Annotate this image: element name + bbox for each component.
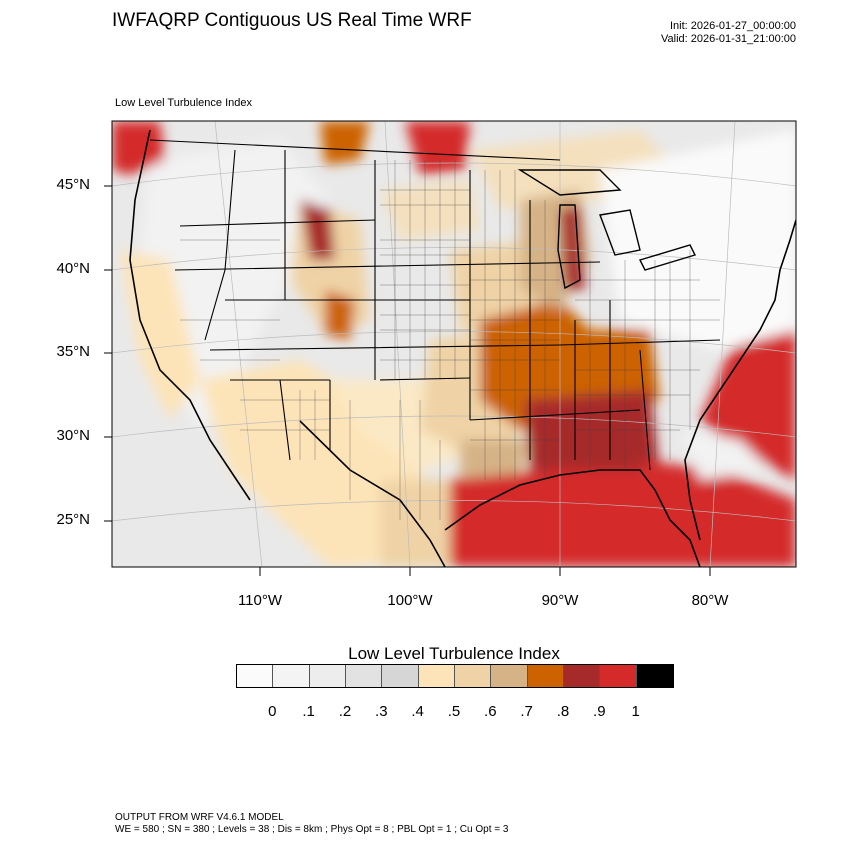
lake-michigan — [557, 204, 581, 290]
colorbar-swatch — [527, 665, 564, 687]
colorbar-title: Low Level Turbulence Index — [348, 644, 560, 663]
colorbar-swatch — [237, 665, 274, 687]
colorbar-swatch — [636, 665, 673, 687]
model-version: OUTPUT FROM WRF V4.6.1 MODEL — [115, 812, 284, 823]
colorbar-label: .8 — [556, 703, 570, 720]
map-frame — [111, 120, 797, 568]
lon-label-80w: 80°W — [691, 592, 729, 609]
colorbar-label: .9 — [593, 703, 606, 720]
ticks — [104, 185, 711, 576]
colorbar-swatch — [454, 665, 492, 687]
model-config: WE = 580 ; SN = 380 ; Levels = 38 ; Dis … — [115, 824, 509, 835]
colorbar-swatch — [563, 665, 601, 687]
lat-label-45: 45°N — [56, 176, 90, 193]
colorbar — [236, 664, 674, 688]
field-title: Low Level Turbulence Index — [115, 97, 252, 109]
page-title: IWFAQRP Contiguous US Real Time WRF — [112, 10, 472, 31]
colorbar-swatch — [600, 665, 637, 687]
colorbar-swatch — [491, 665, 528, 687]
lake-huron — [599, 209, 641, 256]
lake-superior — [517, 169, 622, 196]
colorbar-label: .3 — [375, 703, 388, 720]
coastline-atlantic — [684, 219, 796, 541]
colorbar-swatch — [273, 665, 310, 687]
model-info: OUTPUT FROM WRF V4.6.1 MODEL WE = 580 ; … — [115, 812, 508, 836]
colorbar-label: .7 — [520, 703, 533, 720]
colorbar-label: 0 — [268, 703, 277, 720]
colorbar-label: .6 — [484, 703, 497, 720]
turbulence-field — [112, 121, 796, 567]
lat-label-35: 35°N — [56, 343, 90, 360]
lon-label-110w: 110°W — [237, 592, 283, 609]
lon-label-100w: 100°W — [387, 592, 433, 609]
colorbar-label: .5 — [447, 703, 461, 720]
colorbar-label: .2 — [338, 703, 352, 720]
colorbar-label: .4 — [411, 703, 424, 720]
county-borders — [180, 160, 720, 520]
coastline-gulf — [444, 469, 701, 567]
lat-label-25: 25°N — [56, 511, 90, 528]
lat-label-30: 30°N — [56, 427, 90, 444]
colorbar-swatch — [418, 665, 455, 687]
colorbar-label: 1 — [631, 703, 640, 720]
coastline-pacific — [129, 129, 251, 501]
colorbar-swatch — [345, 665, 383, 687]
state-borders — [149, 139, 721, 471]
run-times: Init: 2026-01-27_00:00:00 Valid: 2026-01… — [661, 20, 796, 46]
colorbar-swatch — [382, 665, 419, 687]
colorbar-label: .1 — [302, 703, 315, 720]
lat-label-40: 40°N — [56, 260, 90, 277]
valid-time: Valid: 2026-01-31_21:00:00 — [661, 33, 796, 45]
colorbar-swatch — [309, 665, 346, 687]
lake-erie — [639, 244, 696, 271]
lon-label-90w: 90°W — [541, 592, 579, 609]
init-time: Init: 2026-01-27_00:00:00 — [670, 20, 796, 32]
